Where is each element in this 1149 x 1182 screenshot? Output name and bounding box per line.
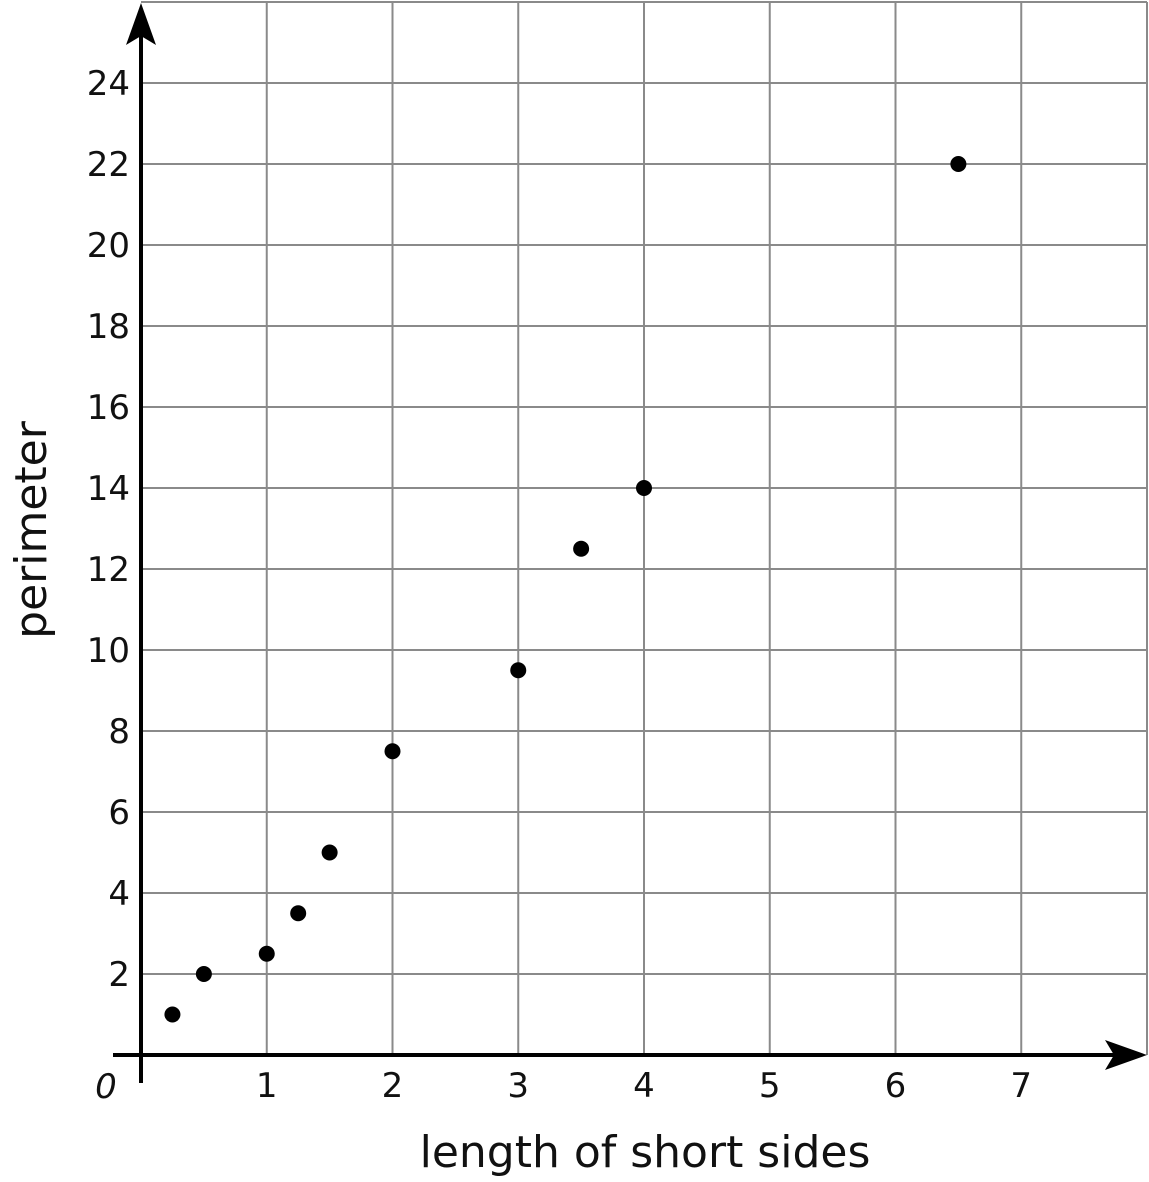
y-tick-label: 10 xyxy=(87,631,130,671)
y-axis-arrow xyxy=(126,3,156,45)
data-point xyxy=(290,905,307,922)
data-point xyxy=(950,156,967,172)
x-tick-label: 7 xyxy=(1010,1066,1032,1106)
data-point xyxy=(258,945,275,962)
y-tick-label: 6 xyxy=(108,793,130,833)
y-axis-label: perimeter xyxy=(6,420,57,639)
data-point xyxy=(164,1006,181,1023)
x-tick-label: 1 xyxy=(256,1066,278,1106)
y-tick-label: 24 xyxy=(87,64,130,104)
y-tick-label: 14 xyxy=(87,469,130,509)
y-tick-label: 18 xyxy=(87,307,130,347)
y-tick-label: 22 xyxy=(87,145,130,185)
x-axis-arrow xyxy=(1105,1040,1147,1070)
data-point xyxy=(636,480,652,496)
x-tick-label: 6 xyxy=(885,1066,907,1106)
y-tick-label: 4 xyxy=(108,874,130,914)
origin-label: 0 xyxy=(95,1067,117,1107)
data-points xyxy=(164,156,967,1023)
data-point xyxy=(384,743,401,760)
y-tick-label: 12 xyxy=(87,550,130,590)
data-point xyxy=(510,662,527,679)
x-tick-label: 3 xyxy=(507,1066,529,1106)
x-axis-label: length of short sides xyxy=(420,1127,871,1178)
x-tick-label: 4 xyxy=(633,1066,655,1106)
x-tick-label: 5 xyxy=(759,1066,781,1106)
data-point xyxy=(573,540,590,557)
y-tick-label: 2 xyxy=(108,955,130,995)
grid xyxy=(141,1,1148,1055)
y-tick-label: 16 xyxy=(87,388,130,428)
x-tick-label: 2 xyxy=(382,1066,404,1106)
data-point xyxy=(195,966,212,982)
data-point xyxy=(321,844,338,861)
axes xyxy=(113,3,1147,1083)
y-tick-label: 20 xyxy=(87,226,130,266)
y-tick-label: 8 xyxy=(108,712,130,752)
